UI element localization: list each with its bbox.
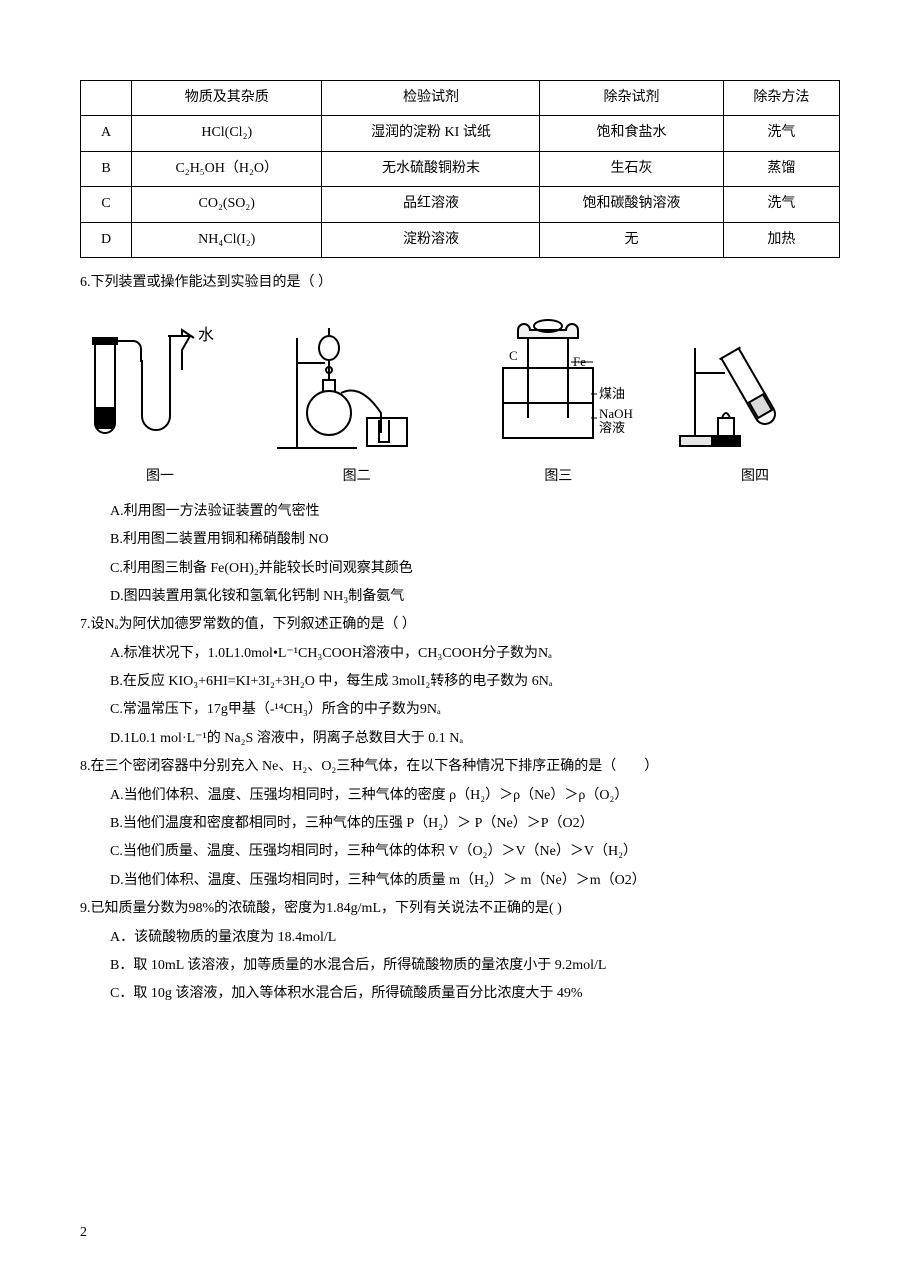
cell: HCl(Cl₂) bbox=[132, 116, 322, 151]
q7-option-b: B.在反应 KIO₃+6HI=KI+3I₂+3H₂O 中，每生成 3molI₂转… bbox=[80, 671, 840, 693]
q8-option-c: C.当他们质量、温度、压强均相同时，三种气体的体积 V（O₂）＞V（Ne）＞V（… bbox=[80, 841, 840, 863]
cell: 淀粉溶液 bbox=[322, 222, 540, 257]
fig3-caption: 图三 bbox=[473, 466, 643, 488]
cell: 蒸馏 bbox=[723, 151, 839, 186]
fig2-caption: 图二 bbox=[267, 466, 447, 488]
label-soln: 溶液 bbox=[599, 420, 625, 435]
q7-stem: 7.设Nₐ为阿伏加德罗常数的值，下列叙述正确的是（ ） bbox=[80, 614, 840, 636]
table-header-row: 物质及其杂质 检验试剂 除杂试剂 除杂方法 bbox=[81, 81, 840, 116]
q6-option-d: D.图四装置用氯化铵和氢氧化钙制 NH₃制备氨气 bbox=[80, 586, 840, 608]
cell: 无水硫酸铜粉末 bbox=[322, 151, 540, 186]
q8-option-a: A.当他们体积、温度、压强均相同时，三种气体的密度 ρ（H₂）＞ρ（Ne）＞ρ（… bbox=[80, 785, 840, 807]
q8-option-b: B.当他们温度和密度都相同时，三种气体的压强 P（H₂）＞ P（Ne）＞P（O2… bbox=[80, 813, 840, 835]
q8-stem: 8.在三个密闭容器中分别充入 Ne、H₂、O₂三种气体，在以下各种情况下排序正确… bbox=[80, 756, 840, 778]
q9-option-b: B．取 10mL 该溶液，加等质量的水混合后，所得硫酸物质的量浓度小于 9.2m… bbox=[80, 955, 840, 977]
cell: 湿润的淀粉 KI 试纸 bbox=[322, 116, 540, 151]
fig4-caption: 图四 bbox=[670, 466, 840, 488]
label-oil: 煤油 bbox=[599, 386, 625, 401]
cell: 洗气 bbox=[723, 116, 839, 151]
cell: 饱和食盐水 bbox=[540, 116, 723, 151]
water-label: 水 bbox=[198, 326, 214, 344]
cell: 洗气 bbox=[723, 187, 839, 222]
q6-stem: 6.下列装置或操作能达到实验目的是（ ） bbox=[80, 272, 840, 294]
q8-option-d: D.当他们体积、温度、压强均相同时，三种气体的质量 m（H₂）＞ m（Ne）＞m… bbox=[80, 870, 840, 892]
figure-1: 水 bbox=[80, 318, 240, 458]
figure-caption-row: 图一 图二 图三 图四 bbox=[80, 466, 840, 488]
apparatus-4-icon bbox=[670, 318, 830, 458]
cell: NH₄Cl(I₂) bbox=[132, 222, 322, 257]
row-label: C bbox=[81, 187, 132, 222]
q9-stem: 9.已知质量分数为98%的浓硫酸，密度为1.84g/mL，下列有关说法不正确的是… bbox=[80, 898, 840, 920]
cell: C₂H₅OH（H₂O） bbox=[132, 151, 322, 186]
figure-row: 水 bbox=[80, 318, 840, 458]
table-row: C CO₂(SO₂) 品红溶液 饱和碳酸钠溶液 洗气 bbox=[81, 187, 840, 222]
cell: 加热 bbox=[723, 222, 839, 257]
apparatus-3-icon: C Fe 煤油 NaOH 溶液 bbox=[473, 318, 643, 458]
q6-option-c: C.利用图三制备 Fe(OH)₂并能较长时间观察其颜色 bbox=[80, 558, 840, 580]
label-c: C bbox=[509, 348, 518, 363]
q6-option-a: A.利用图一方法验证装置的气密性 bbox=[80, 501, 840, 523]
fig1-caption: 图一 bbox=[80, 466, 240, 488]
cell: 品红溶液 bbox=[322, 187, 540, 222]
row-label: A bbox=[81, 116, 132, 151]
figure-3: C Fe 煤油 NaOH 溶液 bbox=[473, 318, 643, 458]
label-naoh: NaOH bbox=[599, 406, 633, 421]
q7-option-d: D.1L0.1 mol·L⁻¹的 Na₂S 溶液中，阴离子总数目大于 0.1 N… bbox=[80, 728, 840, 750]
cell: CO₂(SO₂) bbox=[132, 187, 322, 222]
q7-option-c: C.常温常压下，17g甲基（‑¹⁴CH₃）所含的中子数为9Nₐ bbox=[80, 699, 840, 721]
row-label: B bbox=[81, 151, 132, 186]
page: 物质及其杂质 检验试剂 除杂试剂 除杂方法 A HCl(Cl₂) 湿润的淀粉 K… bbox=[0, 0, 920, 1274]
row-label: D bbox=[81, 222, 132, 257]
apparatus-1-icon: 水 bbox=[80, 318, 230, 458]
figure-2 bbox=[267, 318, 447, 458]
q9-option-a: A．该硫酸物质的量浓度为 18.4mol/L bbox=[80, 927, 840, 949]
apparatus-2-icon bbox=[267, 318, 447, 458]
col-test-reagent: 检验试剂 bbox=[322, 81, 540, 116]
col-remove-reagent: 除杂试剂 bbox=[540, 81, 723, 116]
q7-option-a: A.标准状况下，1.0L1.0mol•L⁻¹CH₃COOH溶液中，CH₃COOH… bbox=[80, 643, 840, 665]
cell: 饱和碳酸钠溶液 bbox=[540, 187, 723, 222]
table-row: D NH₄Cl(I₂) 淀粉溶液 无 加热 bbox=[81, 222, 840, 257]
cell: 生石灰 bbox=[540, 151, 723, 186]
q9-option-c: C．取 10g 该溶液，加入等体积水混合后，所得硫酸质量百分比浓度大于 49% bbox=[80, 983, 840, 1005]
figure-4 bbox=[670, 318, 840, 458]
table-row: A HCl(Cl₂) 湿润的淀粉 KI 试纸 饱和食盐水 洗气 bbox=[81, 116, 840, 151]
impurity-table: 物质及其杂质 检验试剂 除杂试剂 除杂方法 A HCl(Cl₂) 湿润的淀粉 K… bbox=[80, 80, 840, 258]
page-number: 2 bbox=[80, 1222, 87, 1244]
cell: 无 bbox=[540, 222, 723, 257]
col-method: 除杂方法 bbox=[723, 81, 839, 116]
q6-option-b: B.利用图二装置用铜和稀硝酸制 NO bbox=[80, 529, 840, 551]
table-row: B C₂H₅OH（H₂O） 无水硫酸铜粉末 生石灰 蒸馏 bbox=[81, 151, 840, 186]
col-blank bbox=[81, 81, 132, 116]
col-substance: 物质及其杂质 bbox=[132, 81, 322, 116]
